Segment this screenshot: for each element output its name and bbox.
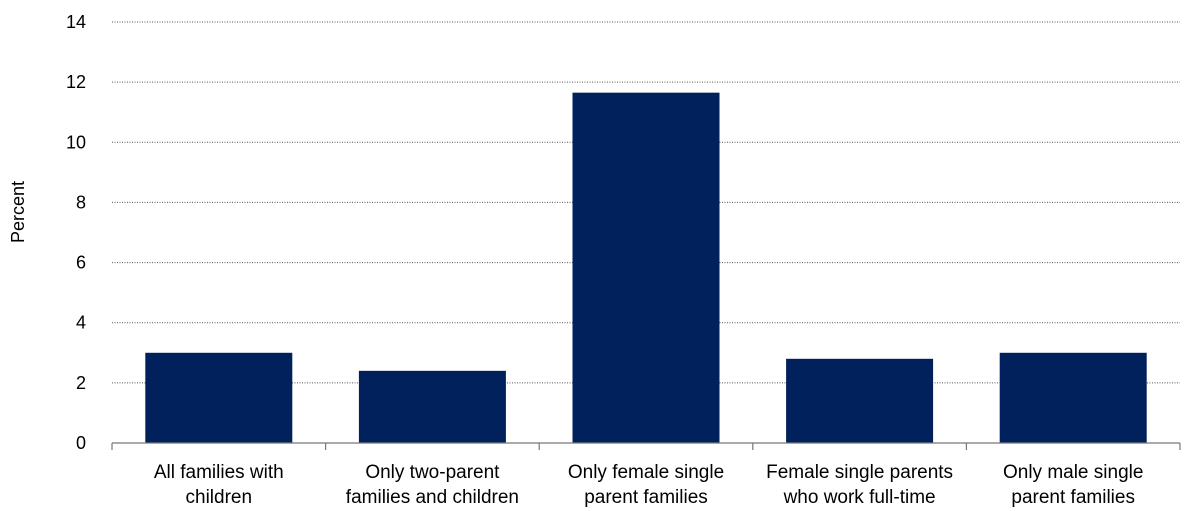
y-tick-label: 14 bbox=[66, 12, 86, 32]
y-tick-label: 0 bbox=[76, 433, 86, 453]
x-category-label: families and children bbox=[346, 487, 519, 508]
y-tick-label: 6 bbox=[76, 253, 86, 273]
y-axis-title: Percent bbox=[8, 181, 28, 243]
x-category-label: parent families bbox=[584, 487, 708, 508]
x-category-label: children bbox=[186, 487, 253, 508]
x-category-labels: All families with children Only two-parent… bbox=[154, 462, 1144, 508]
y-tick-label: 12 bbox=[66, 72, 86, 92]
y-tick-label: 4 bbox=[76, 313, 86, 333]
x-category-label: Only male single bbox=[1003, 462, 1143, 483]
axes bbox=[111, 442, 1181, 450]
bar bbox=[358, 370, 506, 443]
x-category-label: parent families bbox=[1011, 487, 1135, 508]
x-category-label: Only female single bbox=[568, 462, 724, 483]
y-tick-label: 2 bbox=[76, 373, 86, 393]
x-category-label: Only two-parent bbox=[365, 462, 500, 483]
y-tick-label: 8 bbox=[76, 192, 86, 212]
y-tick-labels: 0 2 4 6 8 10 12 14 bbox=[66, 12, 86, 453]
bar bbox=[145, 352, 293, 443]
bar bbox=[999, 352, 1147, 443]
bar bbox=[572, 92, 720, 444]
x-category-label: All families with bbox=[154, 462, 284, 483]
x-category-label: who work full-time bbox=[783, 487, 936, 508]
gridlines bbox=[112, 21, 1180, 384]
y-tick-label: 10 bbox=[66, 132, 86, 152]
bar bbox=[786, 358, 934, 443]
bars bbox=[145, 92, 1147, 444]
x-category-label: Female single parents bbox=[766, 462, 953, 483]
